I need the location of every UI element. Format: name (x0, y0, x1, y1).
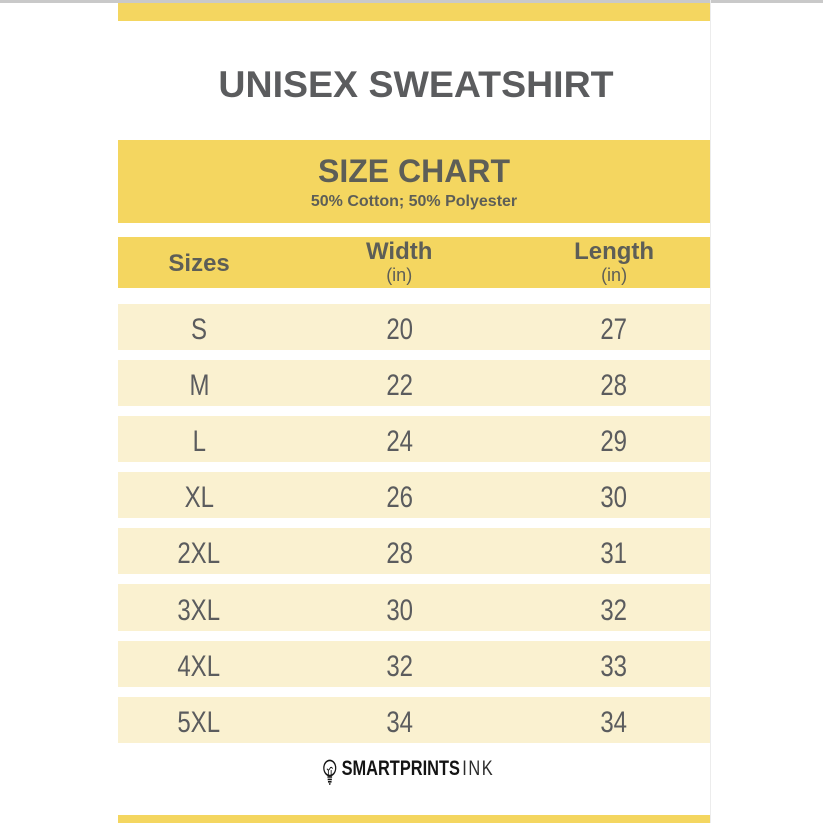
length-cell: 27 (600, 313, 628, 347)
size-cell: 4XL (177, 649, 221, 683)
column-label-length: Length (574, 238, 655, 265)
top-border-line (0, 0, 823, 3)
table-row: XL 26 30 (118, 472, 710, 519)
column-header-sizes: Sizes (118, 237, 280, 288)
brand-name-bold: SMARTPRINTS (341, 757, 460, 780)
table-header-row: Sizes Width (in) Length (in) (118, 237, 710, 288)
length-cell: 32 (600, 593, 628, 627)
size-cell: 3XL (177, 593, 221, 627)
size-chart-header: SIZE CHART 50% Cotton; 50% Polyester (118, 140, 710, 223)
size-chart-material: 50% Cotton; 50% Polyester (310, 192, 518, 210)
width-cell: 20 (385, 313, 413, 347)
size-cell: L (192, 425, 206, 459)
table-body: S 20 27 M 22 28 L 24 29 XL 26 30 2XL 28 31 3XL 30 32 4XL 32… (118, 304, 710, 753)
column-header-length: Length (in) (518, 237, 710, 288)
column-label-width: Width (365, 238, 433, 265)
table-row: 5XL 34 34 (118, 696, 710, 743)
table-row: S 20 27 (118, 304, 710, 351)
table-row: 2XL 28 31 (118, 528, 710, 575)
size-cell: 5XL (177, 705, 221, 739)
table-row: L 24 29 (118, 416, 710, 463)
width-cell: 22 (385, 369, 413, 403)
brand-name-light: INK (462, 757, 495, 780)
title-wrap: UNISEX SWEATSHIRT (118, 61, 710, 107)
size-cell: XL (184, 481, 214, 515)
right-border-line (710, 0, 711, 823)
width-cell: 28 (385, 537, 413, 571)
length-cell: 34 (600, 705, 628, 739)
column-unit-length: (in) (601, 265, 628, 285)
size-chart-heading: SIZE CHART (318, 152, 510, 189)
column-header-width: Width (in) (280, 237, 518, 288)
lightbulb-icon (323, 759, 337, 785)
length-cell: 30 (600, 481, 628, 515)
length-cell: 29 (600, 425, 628, 459)
table-row: M 22 28 (118, 360, 710, 407)
bottom-accent-bar (118, 815, 710, 823)
top-accent-bar (118, 3, 710, 21)
table-row: 3XL 30 32 (118, 584, 710, 631)
length-cell: 28 (600, 369, 628, 403)
length-cell: 33 (600, 649, 628, 683)
width-cell: 32 (385, 649, 413, 683)
size-cell: S (191, 313, 208, 347)
size-cell: M (189, 369, 210, 403)
brand-logo: SMARTPRINTS INK (177, 753, 639, 785)
length-cell: 31 (600, 537, 628, 571)
size-cell: 2XL (177, 537, 221, 571)
product-title: UNISEX SWEATSHIRT (218, 62, 614, 105)
width-cell: 34 (385, 705, 413, 739)
width-cell: 30 (385, 593, 413, 627)
width-cell: 26 (385, 481, 413, 515)
column-label-sizes: Sizes (168, 249, 230, 277)
table-row: 4XL 32 33 (118, 640, 710, 687)
column-unit-width: (in) (386, 265, 413, 285)
width-cell: 24 (385, 425, 413, 459)
